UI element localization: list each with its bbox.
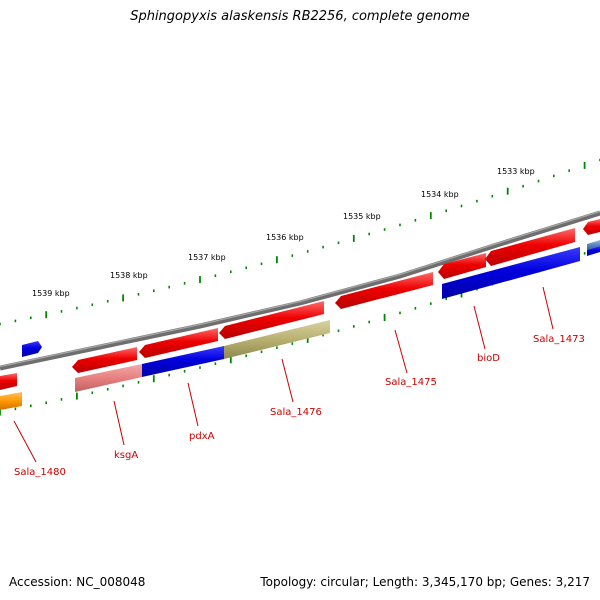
- gene-red-edge-right: [583, 219, 600, 235]
- scale-label-1534: 1534 kbp: [421, 190, 459, 199]
- gene-sala-1476-red: [219, 301, 324, 339]
- gene-biod-blue: [442, 247, 580, 299]
- gene-blue-small-1481: [22, 341, 42, 357]
- gene-pdxa-blue: [142, 346, 224, 377]
- gene-label-sala-1476: Sala_1476: [270, 407, 322, 418]
- accession-text: Accession: NC_008048: [9, 575, 146, 589]
- gene-sala-1480-red: [0, 373, 17, 390]
- gene-blue-edge: [587, 246, 600, 256]
- gene-label-pdxa: pdxA: [189, 431, 215, 442]
- scale-label-1538: 1538 kbp: [110, 271, 148, 280]
- scale-label-1536: 1536 kbp: [266, 233, 304, 242]
- outer-scale-ticks: [0, 158, 600, 326]
- genome-backbone: [0, 210, 600, 371]
- gene-sala-1475-red: [335, 272, 433, 309]
- map-title: Sphingopyxis alaskensis RB2256, complete…: [130, 9, 470, 24]
- scale-label-1533: 1533 kbp: [497, 167, 535, 176]
- gene-sala-1473-red: [485, 228, 575, 266]
- gene-pdxa-red: [139, 328, 218, 358]
- gene-ksga-red: [72, 347, 137, 373]
- gene-label-sala-1473: Sala_1473: [533, 334, 585, 345]
- gene-steel-edge: [587, 240, 600, 250]
- scale-label-1537: 1537 kbp: [188, 253, 226, 262]
- gene-label-ksga: ksgA: [114, 450, 138, 461]
- label-leader-lines: [13, 286, 554, 463]
- gene-label-sala-1480: Sala_1480: [14, 467, 66, 478]
- gene-biod-red: [438, 253, 486, 279]
- gene-sala-1480-orange: [0, 392, 22, 410]
- scale-label-1535: 1535 kbp: [343, 212, 381, 221]
- gene-sala-1476-olive: [224, 320, 330, 359]
- gene-label-sala-1475: Sala_1475: [385, 377, 437, 388]
- genome-summary-text: Topology: circular; Length: 3,345,170 bp…: [260, 575, 590, 589]
- scale-label-1539: 1539 kbp: [32, 289, 70, 298]
- gene-ksga-light: [75, 364, 142, 392]
- gene-label-biod: bioD: [477, 353, 500, 364]
